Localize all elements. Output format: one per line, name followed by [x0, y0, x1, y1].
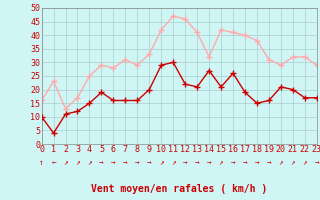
Text: ↗: ↗ [87, 158, 92, 167]
Text: →: → [147, 158, 152, 167]
Text: →: → [231, 158, 235, 167]
Text: ↗: ↗ [279, 158, 283, 167]
Text: →: → [243, 158, 247, 167]
Text: ←: ← [51, 158, 56, 167]
Text: ↗: ↗ [63, 158, 68, 167]
Text: →: → [99, 158, 104, 167]
Text: →: → [135, 158, 140, 167]
Text: ↗: ↗ [159, 158, 164, 167]
Text: →: → [123, 158, 128, 167]
Text: ↑: ↑ [39, 158, 44, 167]
Text: Vent moyen/en rafales ( km/h ): Vent moyen/en rafales ( km/h ) [91, 184, 267, 194]
Text: ↗: ↗ [75, 158, 80, 167]
Text: ↗: ↗ [302, 158, 307, 167]
Text: →: → [207, 158, 212, 167]
Text: →: → [267, 158, 271, 167]
Text: ↗: ↗ [291, 158, 295, 167]
Text: ↗: ↗ [171, 158, 176, 167]
Text: →: → [255, 158, 259, 167]
Text: →: → [315, 158, 319, 167]
Text: →: → [111, 158, 116, 167]
Text: →: → [183, 158, 188, 167]
Text: →: → [195, 158, 199, 167]
Text: ↗: ↗ [219, 158, 223, 167]
